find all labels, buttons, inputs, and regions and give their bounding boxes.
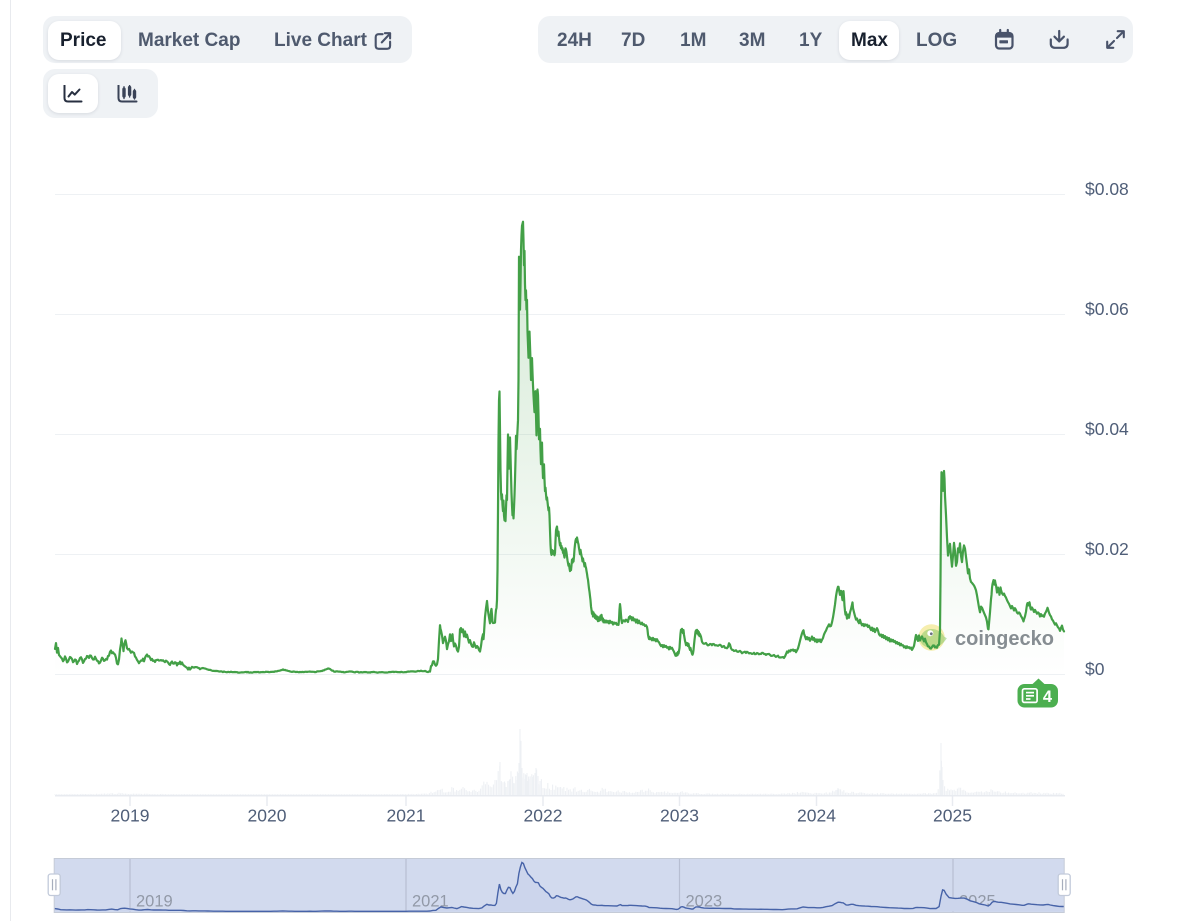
svg-text:2023: 2023 xyxy=(686,893,723,911)
svg-text:2020: 2020 xyxy=(248,806,287,826)
svg-text:$0.06: $0.06 xyxy=(1085,299,1129,319)
svg-text:4: 4 xyxy=(1043,688,1053,706)
svg-text:$0.04: $0.04 xyxy=(1085,419,1129,439)
svg-text:$0.02: $0.02 xyxy=(1085,539,1129,559)
svg-text:2024: 2024 xyxy=(797,806,836,826)
svg-text:2021: 2021 xyxy=(387,806,426,826)
svg-text:$0.08: $0.08 xyxy=(1085,179,1129,199)
svg-text:2021: 2021 xyxy=(412,893,449,911)
svg-text:2019: 2019 xyxy=(111,806,150,826)
svg-text:$0: $0 xyxy=(1085,659,1105,679)
svg-text:2025: 2025 xyxy=(933,806,972,826)
svg-text:2023: 2023 xyxy=(660,806,699,826)
svg-text:2022: 2022 xyxy=(524,806,563,826)
svg-text:2019: 2019 xyxy=(136,893,173,911)
